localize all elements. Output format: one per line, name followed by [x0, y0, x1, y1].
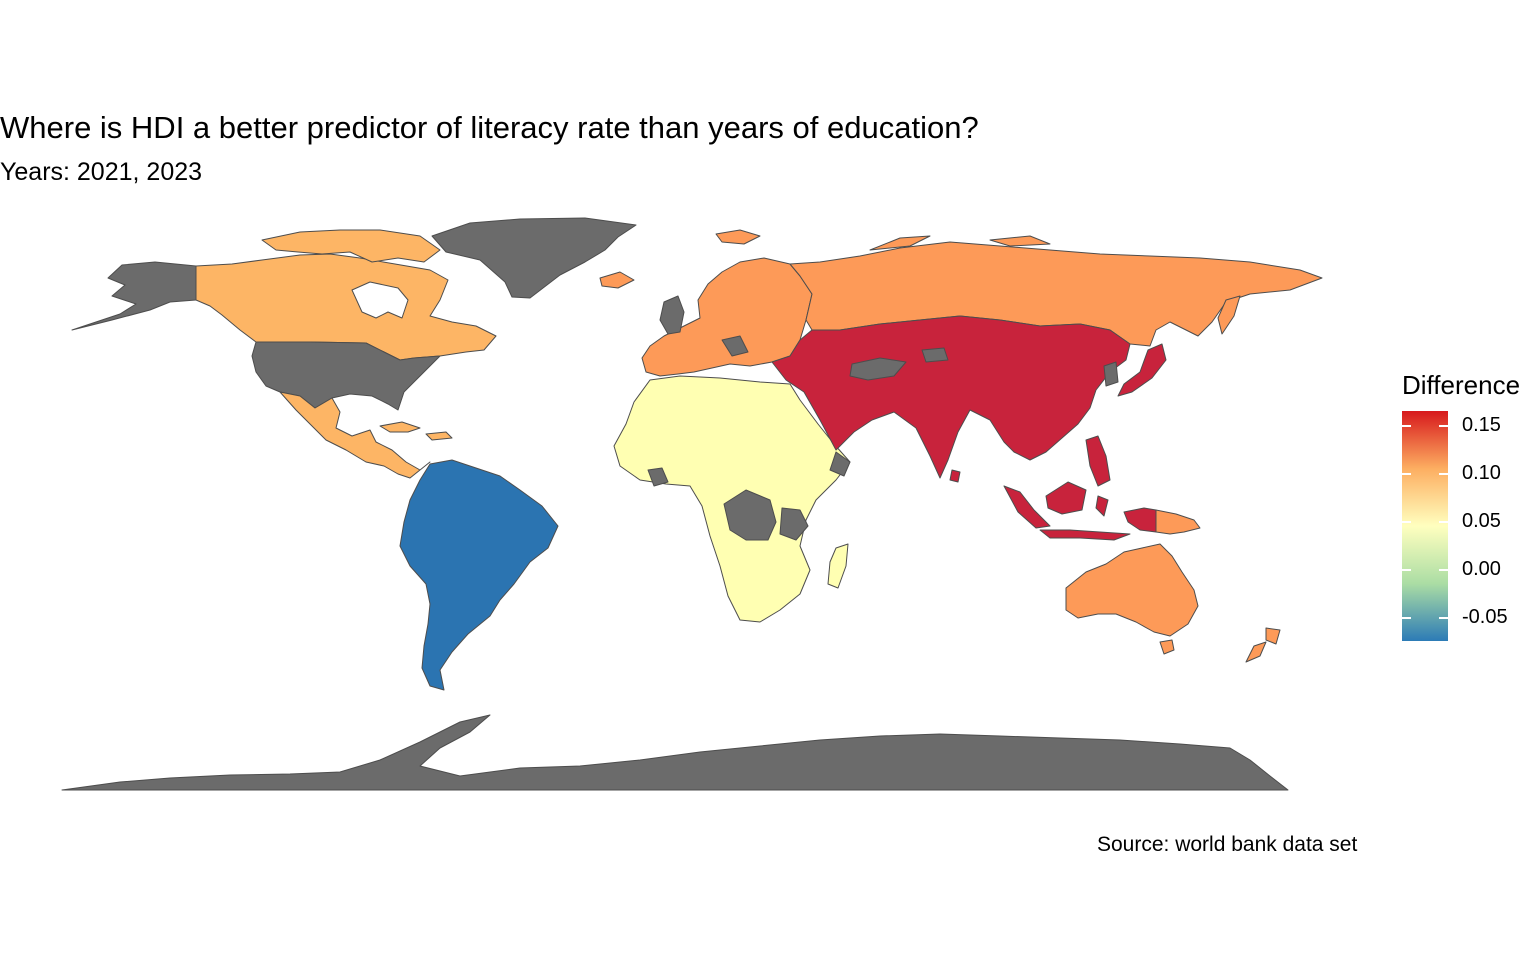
legend-labels: 0.15 0.10 0.05 0.00 -0.05	[1462, 411, 1536, 641]
region-indonesia	[1003, 481, 1131, 541]
region-tanzania	[779, 507, 809, 541]
region-madagascar	[827, 543, 849, 589]
hudson-bay	[351, 281, 409, 319]
legend-title: Difference	[1402, 370, 1521, 400]
region-korea	[1103, 361, 1119, 387]
legend-tick-mark	[1439, 521, 1448, 523]
region-uk-ireland	[659, 295, 685, 335]
region-alaska	[71, 261, 197, 331]
legend-tick-mark	[1402, 617, 1411, 619]
legend-tick-mark	[1402, 521, 1411, 523]
region-arctic-islands	[261, 229, 441, 263]
region-philippines	[1085, 435, 1111, 487]
region-new-zealand	[1245, 627, 1281, 663]
region-australia	[1065, 543, 1199, 637]
legend-colorbar	[1402, 411, 1448, 641]
legend-tick-mark	[1402, 569, 1411, 571]
region-svalbard	[715, 229, 761, 245]
region-balkans	[721, 335, 749, 357]
legend-tick-mark	[1439, 617, 1448, 619]
region-kamchatka	[1217, 295, 1241, 335]
legend-tick-mark	[1439, 473, 1448, 475]
region-caribbean	[379, 421, 453, 441]
region-papua	[1123, 507, 1157, 533]
region-united-states	[251, 341, 441, 411]
legend: Difference 0.15 0.10 0.05 0.00 -0.05	[1402, 368, 1536, 658]
source-caption: Source: world bank data set	[1097, 833, 1358, 856]
region-canada	[195, 253, 497, 361]
legend-tick-label: 0.10	[1462, 462, 1501, 485]
region-no-data-asia	[849, 347, 949, 381]
region-papua-new-guinea	[1155, 509, 1201, 535]
region-somalia	[829, 451, 851, 477]
region-greenland	[431, 217, 637, 299]
legend-tick-mark	[1439, 425, 1448, 427]
legend-tick-mark	[1439, 569, 1448, 571]
region-japan	[1117, 343, 1167, 397]
legend-tick-label: 0.05	[1462, 510, 1501, 533]
region-mexico-central-america	[279, 391, 431, 479]
region-west-africa-no-data	[647, 467, 669, 487]
region-iceland	[599, 271, 635, 289]
region-russian-islands	[869, 235, 1051, 251]
legend-tick-label: -0.05	[1462, 606, 1508, 629]
region-antarctica	[61, 714, 1289, 791]
region-middle-east-asia	[771, 315, 1131, 479]
legend-tick-label: 0.00	[1462, 558, 1501, 581]
legend-tick-label: 0.15	[1462, 414, 1501, 437]
legend-tick-mark	[1402, 425, 1411, 427]
map-subtitle: Years: 2021, 2023	[0, 158, 203, 186]
region-dr-congo	[723, 489, 777, 541]
region-sri-lanka	[949, 469, 961, 483]
region-tasmania	[1159, 639, 1175, 655]
legend-tick-mark	[1402, 473, 1411, 475]
map-title: Where is HDI a better predictor of liter…	[0, 110, 979, 145]
region-south-america	[399, 459, 559, 691]
